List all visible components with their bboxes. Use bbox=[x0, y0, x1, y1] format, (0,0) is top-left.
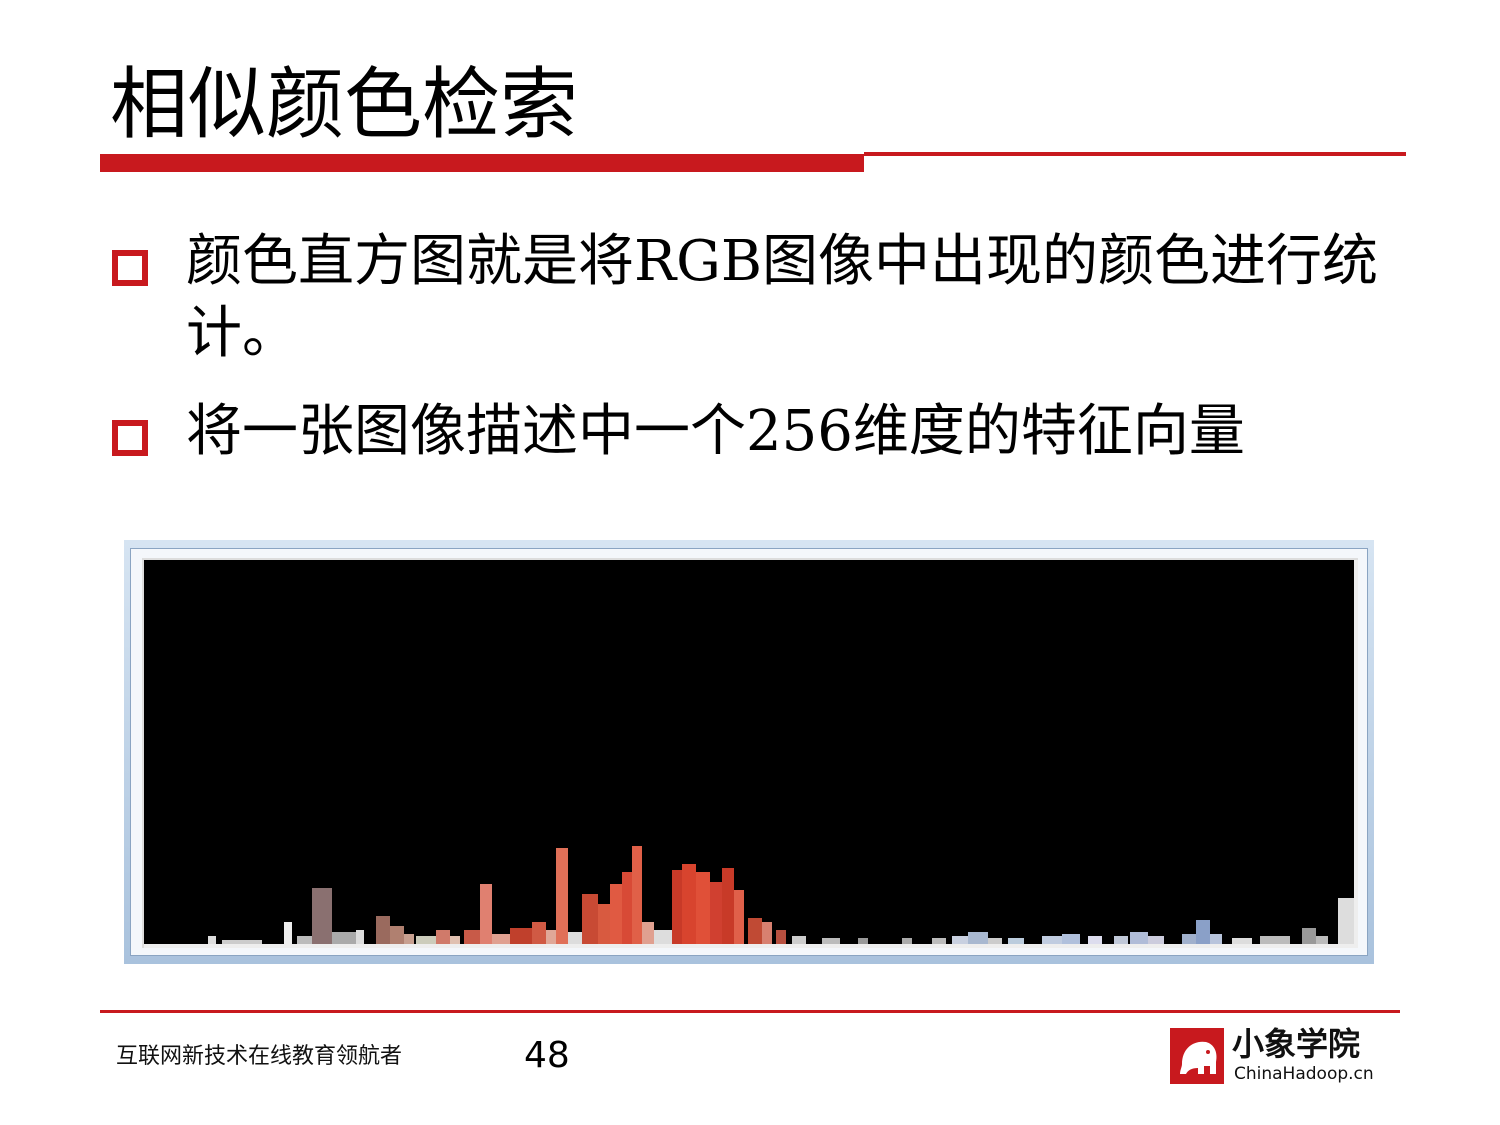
histogram-bar bbox=[1148, 936, 1164, 944]
histogram-picture bbox=[142, 558, 1358, 948]
title-underline-thick bbox=[100, 154, 864, 172]
histogram-bar bbox=[858, 938, 868, 944]
histogram-bar bbox=[532, 922, 546, 944]
histogram-bar bbox=[762, 922, 772, 944]
histogram-bar bbox=[404, 934, 414, 944]
histogram-bar bbox=[988, 938, 1002, 944]
histogram-bar bbox=[734, 890, 744, 944]
histogram-bar bbox=[1008, 938, 1024, 944]
histogram-bar bbox=[464, 930, 480, 944]
logo-text-en: ChinaHadoop.cn bbox=[1234, 1064, 1374, 1084]
histogram-bar bbox=[610, 884, 622, 944]
histogram-bar bbox=[1210, 934, 1222, 944]
histogram-bar bbox=[696, 872, 710, 944]
histogram-bar bbox=[1062, 934, 1080, 944]
histogram-bar bbox=[672, 870, 682, 944]
histogram-bar bbox=[1338, 898, 1354, 944]
histogram-bar bbox=[332, 932, 356, 944]
histogram-bar bbox=[1232, 938, 1252, 944]
histogram-bar bbox=[1114, 936, 1128, 944]
histogram-bar bbox=[312, 888, 332, 944]
histogram-bar bbox=[792, 936, 806, 944]
logo-text-cn: 小象学院 bbox=[1232, 1025, 1361, 1063]
histogram-bar bbox=[480, 884, 492, 944]
histogram-bar bbox=[1042, 936, 1062, 944]
chinahadoop-logo: 小象学院 ChinaHadoop.cn bbox=[1170, 1026, 1410, 1088]
histogram-bar bbox=[1088, 936, 1102, 944]
histogram-bar bbox=[356, 930, 364, 944]
histogram-bar bbox=[222, 940, 262, 944]
histogram-bar bbox=[390, 926, 404, 944]
histogram-bar bbox=[932, 938, 946, 944]
histogram-bar bbox=[416, 936, 436, 944]
bullet-item: 将一张图像描述中一个256维度的特征向量 bbox=[112, 396, 1392, 468]
histogram-bar bbox=[436, 930, 450, 944]
histogram-bar bbox=[642, 922, 654, 944]
histogram-bar bbox=[510, 928, 532, 944]
histogram-bar bbox=[208, 936, 216, 944]
histogram-bar bbox=[598, 904, 610, 944]
elephant-icon bbox=[1170, 1028, 1224, 1084]
histogram-bar bbox=[776, 930, 786, 944]
footer-rule bbox=[100, 1010, 1400, 1013]
histogram-bar bbox=[546, 930, 556, 944]
bullet-item: 颜色直方图就是将RGB图像中出现的颜色进行统计。 bbox=[112, 226, 1392, 370]
histogram-bar bbox=[902, 938, 912, 944]
histogram-bar bbox=[682, 864, 696, 944]
histogram-bar bbox=[632, 846, 642, 944]
slide-title: 相似颜色检索 bbox=[110, 60, 579, 150]
histogram-bar bbox=[284, 922, 292, 944]
bullet-text: 颜色直方图就是将RGB图像中出现的颜色进行统计。 bbox=[186, 229, 1379, 366]
histogram-bar bbox=[1196, 920, 1210, 944]
histogram-bar bbox=[450, 936, 460, 944]
histogram-bar bbox=[654, 930, 672, 944]
histogram-bar bbox=[968, 932, 988, 944]
title-underline-thin bbox=[864, 152, 1406, 156]
histogram-bar bbox=[1182, 934, 1196, 944]
histogram-bar bbox=[822, 938, 840, 944]
footer-tagline: 互联网新技术在线教育领航者 bbox=[116, 1044, 403, 1069]
histogram-bar bbox=[622, 872, 632, 944]
histogram-bar bbox=[748, 918, 762, 944]
histogram-bar bbox=[492, 934, 510, 944]
page-number: 48 bbox=[524, 1035, 570, 1076]
histogram-bar bbox=[710, 882, 722, 944]
color-histogram-image bbox=[124, 540, 1374, 964]
histogram-bar bbox=[582, 894, 598, 944]
histogram-bar bbox=[376, 916, 390, 944]
histogram-bar bbox=[722, 868, 734, 944]
histogram-bar bbox=[1260, 936, 1290, 944]
histogram-bar bbox=[1316, 936, 1328, 944]
histogram-bar bbox=[1130, 932, 1148, 944]
histogram-bar bbox=[568, 932, 582, 944]
histogram-bar bbox=[1302, 928, 1316, 944]
bullet-square-icon bbox=[112, 420, 148, 456]
bullet-square-icon bbox=[112, 250, 148, 286]
histogram-bar bbox=[556, 848, 568, 944]
bullet-text: 将一张图像描述中一个256维度的特征向量 bbox=[186, 399, 1245, 464]
histogram-bar bbox=[952, 936, 968, 944]
